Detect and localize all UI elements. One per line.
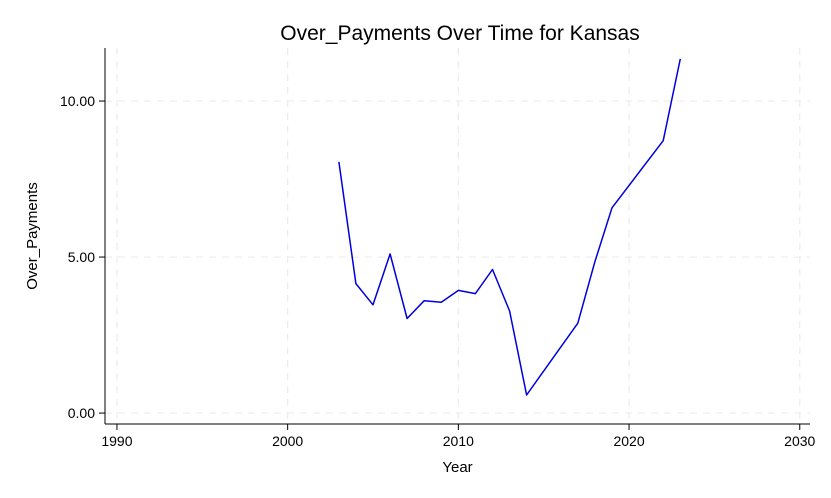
axes — [104, 48, 810, 425]
y-axis-label: Over_Payments — [24, 182, 41, 290]
ticks: 1990 2000 2010 2020 2030 0.00 5.00 10.00 — [60, 93, 816, 449]
x-tick-label-2010: 2010 — [443, 433, 474, 449]
x-tick-label-2020: 2020 — [613, 433, 644, 449]
x-tick-label-2030: 2030 — [784, 433, 815, 449]
x-axis-label: Year — [442, 459, 472, 476]
grid — [105, 48, 810, 424]
chart-title: Over_Payments Over Time for Kansas — [280, 22, 639, 45]
series-line-0 — [338, 58, 682, 396]
y-tick-label-0: 0.00 — [68, 405, 95, 421]
x-tick-label-2000: 2000 — [272, 433, 303, 449]
y-tick-label-10: 10.00 — [60, 93, 95, 109]
x-tick-label-1990: 1990 — [101, 433, 132, 449]
series-layer — [338, 58, 682, 396]
y-tick-label-5: 5.00 — [68, 249, 95, 265]
